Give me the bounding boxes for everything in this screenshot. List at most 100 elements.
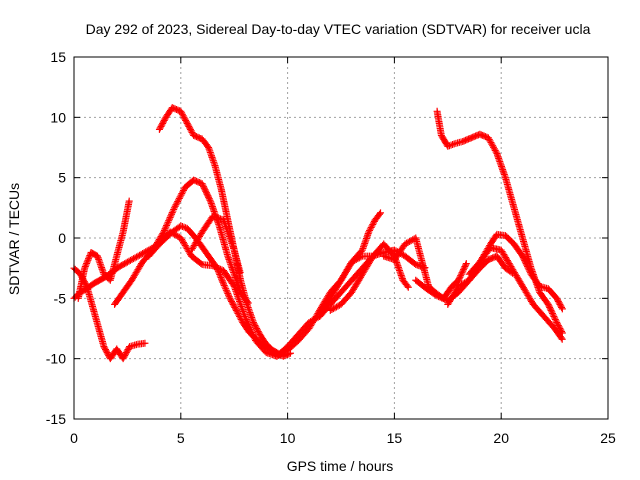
data-point [352,256,360,264]
data-point [357,253,365,261]
data-point [170,204,178,212]
data-point [488,140,496,148]
x-tick-label: 0 [70,430,78,446]
data-point [438,294,446,302]
data-point [523,261,531,269]
data-point [230,302,238,310]
data-point [175,194,183,202]
data-point [403,239,411,247]
data-point [241,312,249,320]
data-point [458,269,466,277]
data-point [444,142,452,150]
data-point [253,325,261,332]
data-point [457,270,465,278]
y-tick-labels: -15 -10 -5 0 5 10 15 [46,49,66,427]
data-point [126,256,134,264]
data-point [200,183,208,191]
data-point [247,325,255,333]
data-point [170,205,178,213]
data-point [407,237,415,245]
data-point [554,296,562,304]
data-point [172,201,180,209]
series-track-7 [187,212,244,276]
data-point [172,231,180,239]
data-point [142,248,150,256]
data-point [163,222,171,230]
data-point [459,280,467,288]
data-point [436,293,444,301]
y-tick-label: 0 [58,230,66,246]
data-point [175,196,182,204]
data-point [122,349,130,357]
data-point [459,266,467,274]
data-point [460,264,468,272]
data-point [243,317,251,325]
data-point [179,112,187,120]
data-point [244,319,252,327]
data-point [367,223,375,231]
data-point [156,124,164,132]
data-point [159,118,167,126]
data-point [183,119,191,127]
data-point [216,272,224,280]
data-point [125,197,133,205]
data-point [222,285,230,293]
data-point [180,113,188,121]
data-point [123,347,131,355]
data-point [553,318,561,326]
data-point [552,317,560,325]
data-point [178,223,186,231]
data-point [459,267,467,275]
data-point [401,240,409,248]
data-point [178,110,186,118]
data-point [120,353,128,361]
data-point [176,193,184,201]
data-point [489,142,497,150]
data-point [165,217,173,225]
data-point [226,294,234,302]
plot-frame [73,56,609,420]
data-point [222,286,230,294]
data-point [85,253,93,261]
data-point [178,190,186,198]
data-point [550,312,558,320]
series-track-13 [412,252,517,305]
data-point [366,225,374,233]
x-tick-label: 25 [600,430,616,446]
data-point [331,304,339,312]
series-track-6 [145,228,301,360]
data-point [229,281,237,289]
data-point [177,107,185,115]
y-tick-label: 15 [50,49,66,65]
data-point [228,299,236,307]
data-point [139,250,147,258]
data-point [122,259,130,267]
data-point [121,352,129,360]
y-axis-label: SDTVAR / TECUs [6,183,22,295]
data-point [250,333,258,341]
data-point [100,343,108,351]
data-point [519,252,527,260]
data-point [404,238,412,246]
data-point [404,283,412,291]
data-point [212,263,220,271]
series-track-14 [433,107,566,337]
data-point [168,210,176,218]
data-point [462,260,470,268]
data-point [548,308,556,316]
data-point [220,280,228,288]
data-point [462,278,470,286]
data-point [102,346,110,354]
data-point [168,229,176,237]
data-point [549,311,557,319]
x-tick-label: 20 [493,430,509,446]
data-point [351,256,359,264]
data-point [492,148,500,156]
data-point [433,292,441,300]
data-point [519,254,527,262]
data-point [83,258,91,266]
data-point [179,186,187,194]
data-point [553,294,561,302]
x-tick-label: 5 [177,430,185,446]
data-point [203,190,211,198]
